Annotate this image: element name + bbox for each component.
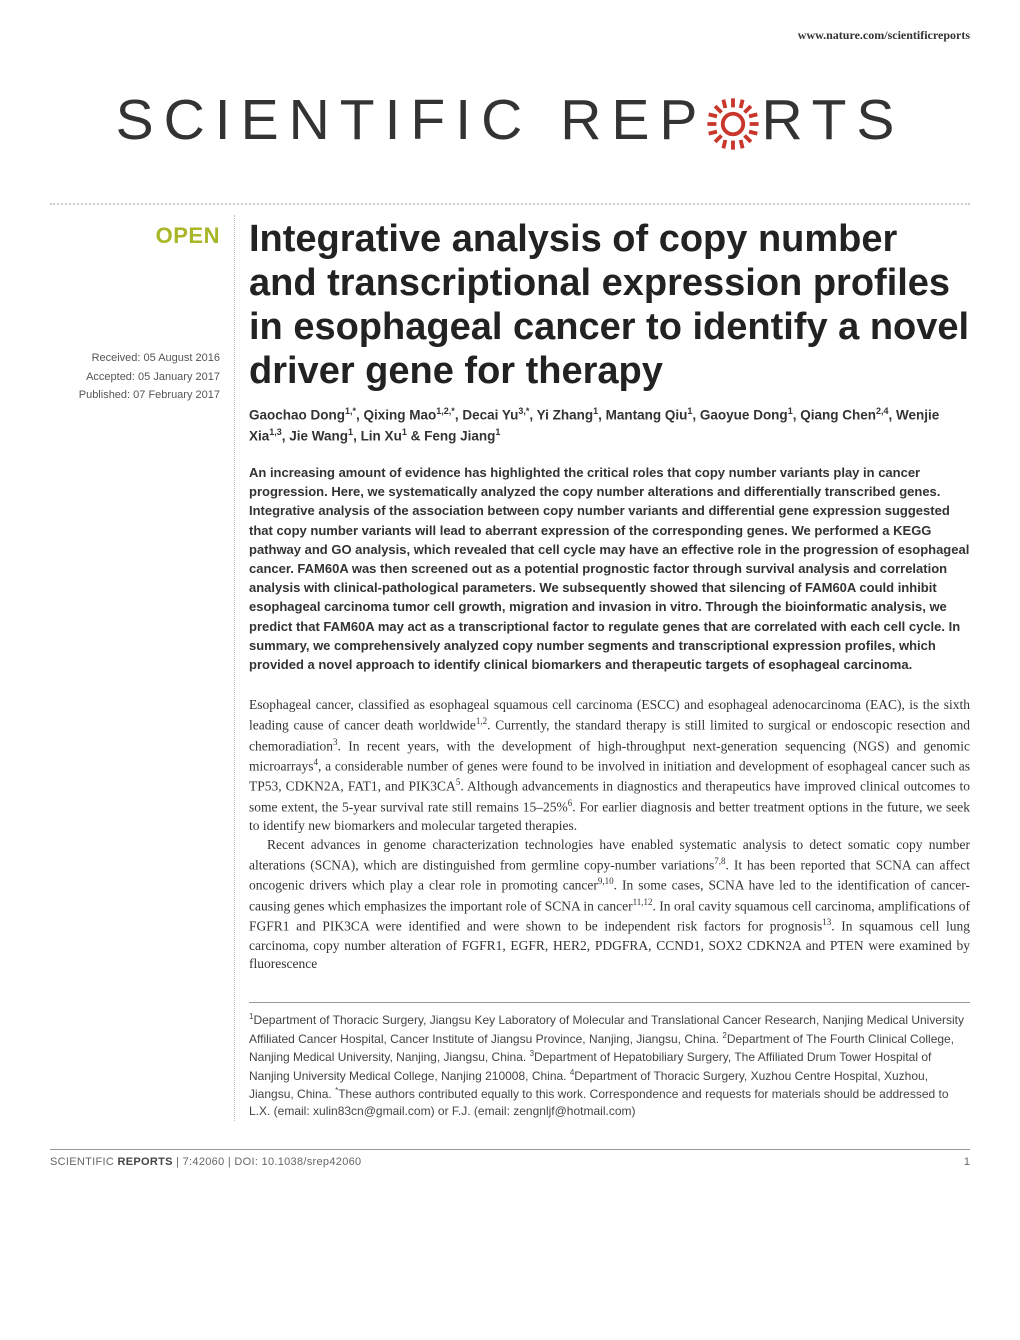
- accepted-date: Accepted: 05 January 2017: [50, 368, 220, 387]
- abstract: An increasing amount of evidence has hig…: [249, 463, 970, 675]
- body-para-2: Recent advances in genome characterizati…: [249, 836, 970, 974]
- open-access-badge: OPEN: [50, 223, 220, 249]
- divider: [50, 203, 970, 205]
- affiliations: 1Department of Thoracic Surgery, Jiangsu…: [249, 1002, 970, 1120]
- page-number: 1: [964, 1156, 970, 1168]
- received-date: Received: 05 August 2016: [50, 349, 220, 368]
- body-para-1: Esophageal cancer, classified as esophag…: [249, 696, 970, 836]
- published-date: Published: 07 February 2017: [50, 386, 220, 405]
- author-list: Gaochao Dong1,*, Qixing Mao1,2,*, Decai …: [249, 405, 970, 447]
- journal-logo: SCIENTIFIC REP RTS: [50, 87, 970, 153]
- article-title: Integrative analysis of copy number and …: [249, 217, 970, 393]
- page-footer: SCIENTIFIC REPORTS | 7:42060 | DOI: 10.1…: [50, 1149, 970, 1168]
- site-url: www.nature.com/scientificreports: [50, 28, 970, 57]
- brand-text-2: REP: [560, 87, 707, 153]
- brand-text-1: SCIENTIFIC: [116, 87, 533, 153]
- body-text: Esophageal cancer, classified as esophag…: [249, 696, 970, 974]
- footer-citation: SCIENTIFIC REPORTS | 7:42060 | DOI: 10.1…: [50, 1156, 361, 1168]
- brand-text-3: RTS: [761, 87, 904, 153]
- gear-icon: [701, 92, 765, 156]
